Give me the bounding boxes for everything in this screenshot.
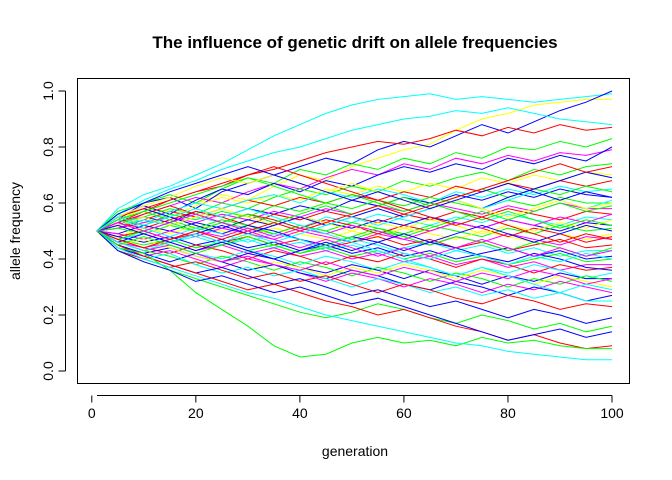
series-line-34 xyxy=(96,230,612,302)
series-line-47 xyxy=(96,208,613,235)
y-tick-label: 0.0 xyxy=(40,361,56,381)
x-axis-label: generation xyxy=(322,443,388,459)
series-line-58 xyxy=(96,174,613,232)
y-axis-label: allele frequency xyxy=(7,182,23,280)
plot-frame xyxy=(77,78,630,384)
series-layer xyxy=(96,90,613,361)
series-line-57 xyxy=(96,166,613,243)
series-line-32 xyxy=(96,230,613,294)
x-tick-label: 80 xyxy=(500,405,516,421)
series-line-59 xyxy=(96,166,613,232)
series-line-46 xyxy=(96,219,613,266)
series-line-53 xyxy=(96,202,613,254)
y-axis: 0.0 0.2 0.4 0.6 0.8 1.0 xyxy=(40,81,66,381)
series-line-19 xyxy=(96,222,613,238)
x-axis: 0 20 40 60 80 100 xyxy=(88,395,624,421)
y-tick-label: 0.8 xyxy=(40,137,56,157)
y-tick-label: 0.4 xyxy=(40,249,56,269)
series-line-37 xyxy=(96,230,613,333)
series-line-35 xyxy=(96,230,613,310)
series-line-60 xyxy=(96,208,613,294)
series-line-7 xyxy=(96,149,613,232)
x-tick-label: 0 xyxy=(88,405,96,421)
series-line-51 xyxy=(96,163,613,249)
series-line-39 xyxy=(96,230,612,358)
x-tick-label: 20 xyxy=(188,405,204,421)
series-line-52 xyxy=(96,191,613,252)
series-line-14 xyxy=(96,196,612,232)
chart-title: The influence of genetic drift on allele… xyxy=(152,33,557,52)
series-line-56 xyxy=(96,177,613,232)
x-tick-label: 100 xyxy=(600,405,624,421)
series-line-41 xyxy=(96,230,613,341)
series-line-40 xyxy=(96,230,612,361)
series-line-9 xyxy=(96,163,613,232)
series-line-1 xyxy=(96,93,613,232)
series-line-4 xyxy=(96,107,613,232)
y-tick-label: 0.2 xyxy=(40,305,56,325)
y-tick-label: 1.0 xyxy=(40,81,56,101)
series-line-23 xyxy=(96,230,612,257)
series-line-55 xyxy=(96,213,613,257)
series-line-54 xyxy=(96,224,613,260)
y-tick-label: 0.6 xyxy=(40,193,56,213)
x-tick-label: 60 xyxy=(396,405,412,421)
x-tick-label: 40 xyxy=(292,405,308,421)
